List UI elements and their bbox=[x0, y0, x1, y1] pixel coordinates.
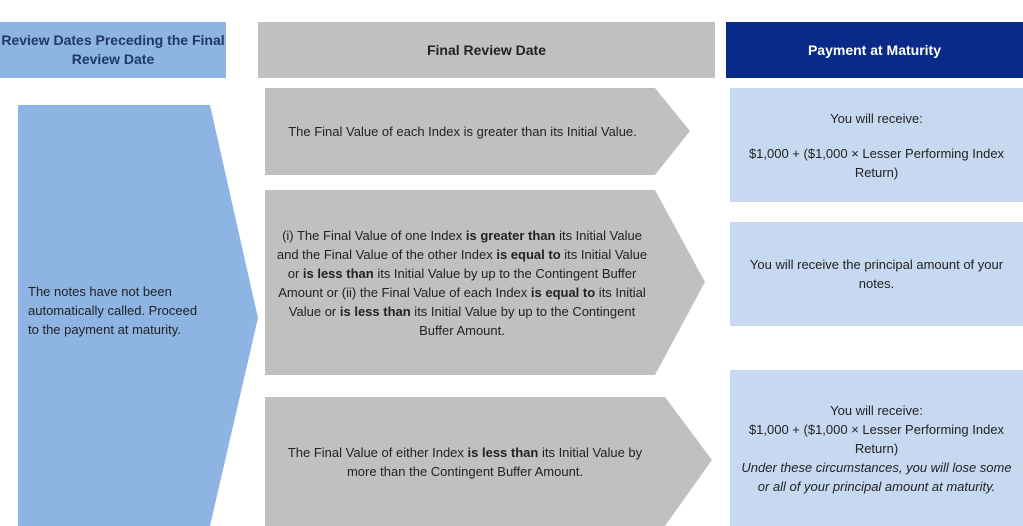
condition-segment: is equal to bbox=[496, 246, 561, 262]
condition-segment: is less than bbox=[339, 303, 411, 319]
condition-segment: (i) The Final Value of one Index bbox=[282, 227, 466, 243]
condition-arrow bbox=[265, 88, 690, 175]
condition-segment: is equal to bbox=[530, 284, 596, 300]
payment-box bbox=[730, 88, 1023, 202]
header: Final Review Date bbox=[258, 22, 715, 78]
payment-line: You will receive: bbox=[830, 402, 923, 418]
payment-line: $1,000 + ($1,000 × Lesser Performing Ind… bbox=[748, 421, 1005, 456]
condition-segment: is less than bbox=[467, 444, 539, 460]
condition-segment: its Initial Value or bbox=[287, 246, 648, 281]
header-box bbox=[258, 22, 715, 78]
payment-box bbox=[730, 370, 1023, 526]
payment-note: Under these circumstances, you will lose… bbox=[741, 459, 1012, 494]
payment-line: You will receive the principal amount of… bbox=[749, 257, 1004, 291]
header-box bbox=[726, 22, 1023, 78]
note-text: The notes have not been automatically ca… bbox=[28, 283, 198, 337]
payment-box bbox=[730, 222, 1023, 326]
header-text: Payment at Maturity bbox=[807, 41, 942, 58]
condition-segment: The Final Value of each Index is greater… bbox=[288, 124, 637, 139]
condition-segment: its Initial Value by up to the Contingen… bbox=[278, 265, 637, 300]
condition-segment: its Initial Value or bbox=[288, 284, 646, 319]
condition-segment: is less than bbox=[302, 265, 374, 281]
condition-text: The Final Value of each Index is greater… bbox=[280, 122, 645, 141]
header-text: Final Review Date bbox=[426, 41, 547, 58]
header-box bbox=[0, 22, 226, 78]
payment-line: You will receive: bbox=[830, 110, 923, 126]
payment: You will receive the principal amount of… bbox=[730, 222, 1023, 326]
condition-segment: its Initial Value by up to the Contingen… bbox=[410, 303, 636, 338]
left-note: The notes have not been automatically ca… bbox=[28, 250, 203, 370]
condition: The Final Value of either Index is less … bbox=[270, 397, 660, 526]
header: Review Dates Preceding the Final Review … bbox=[0, 22, 226, 78]
header-text: Review Dates Preceding the Final Review … bbox=[1, 32, 225, 67]
payment: You will receive: $1,000 + ($1,000 × Less… bbox=[730, 88, 1023, 202]
condition-arrow bbox=[265, 397, 712, 526]
condition-segment: is greater than bbox=[465, 227, 556, 243]
condition-text: The Final Value of either Index is less … bbox=[280, 443, 650, 481]
condition: The Final Value of each Index is greater… bbox=[270, 88, 655, 175]
condition-segment: its Initial Value and the Final Value of… bbox=[276, 227, 642, 262]
header: Payment at Maturity bbox=[726, 22, 1023, 78]
condition-text: (i) The Final Value of one Index is grea… bbox=[272, 226, 652, 340]
payment-line: $1,000 + ($1,000 × Lesser Performing Ind… bbox=[748, 145, 1005, 180]
condition: (i) The Final Value of one Index is grea… bbox=[262, 190, 662, 375]
left-arrow bbox=[18, 105, 258, 526]
payment: You will receive: $1,000 + ($1,000 × Less… bbox=[730, 370, 1023, 526]
condition-segment: The Final Value of either Index bbox=[287, 444, 468, 460]
condition-arrow bbox=[265, 190, 705, 375]
condition-segment: its Initial Value by more than the Conti… bbox=[346, 444, 643, 479]
